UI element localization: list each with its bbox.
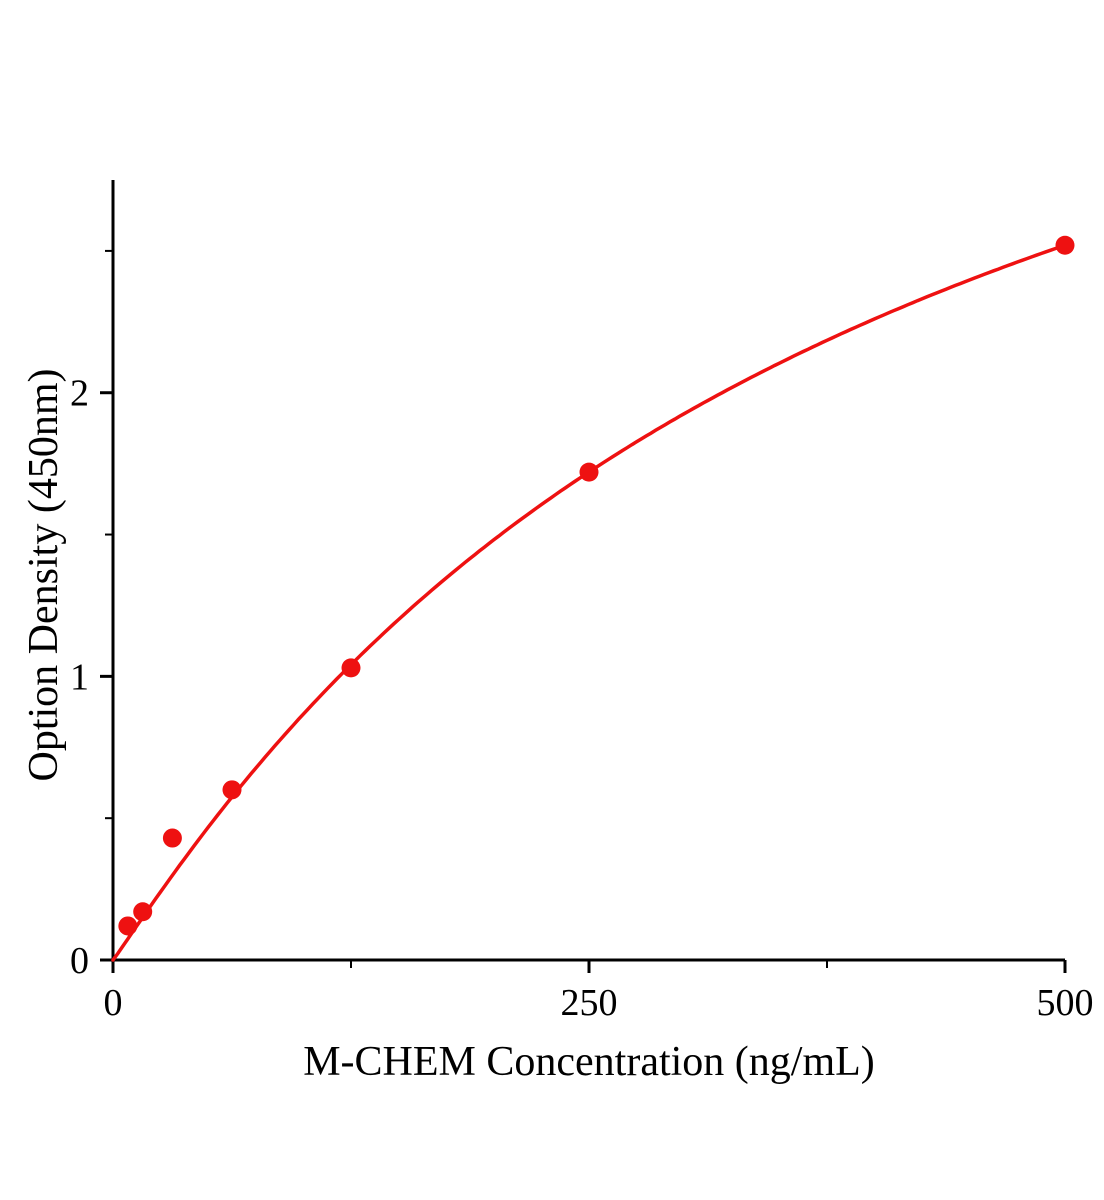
y-tick-label: 1 (70, 656, 89, 698)
x-tick-label: 500 (1037, 982, 1094, 1024)
data-point (579, 462, 599, 482)
data-point (133, 902, 153, 922)
y-axis-title: Option Density (450nm) (21, 368, 67, 782)
x-tick-label: 0 (104, 982, 123, 1024)
x-tick-label: 250 (561, 982, 618, 1024)
y-tick-label: 2 (70, 373, 89, 415)
y-tick-label: 0 (70, 940, 89, 982)
data-point (118, 916, 138, 936)
data-point (222, 780, 242, 800)
x-axis-title: M-CHEM Concentration (ng/mL) (303, 1039, 875, 1085)
data-point (341, 658, 361, 678)
data-point (1055, 235, 1075, 255)
data-point (162, 828, 182, 848)
fit-curve (111, 243, 1067, 962)
